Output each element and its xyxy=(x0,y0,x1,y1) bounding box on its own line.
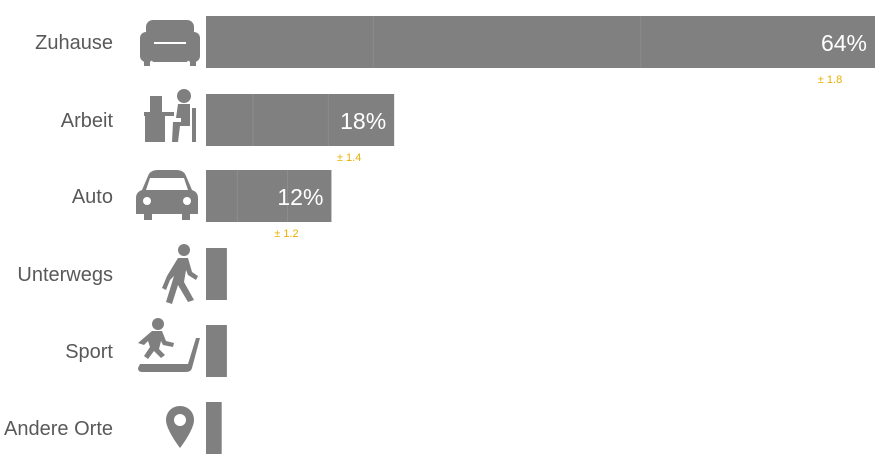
map-pin-icon xyxy=(166,406,194,448)
error-label-zuhause: ± 1.8 xyxy=(818,74,842,86)
value-label-arbeit: 18% xyxy=(340,108,386,134)
car-icon xyxy=(136,170,198,220)
category-label-unterwegs: Unterwegs xyxy=(17,264,113,286)
category-label-andere-orte: Andere Orte xyxy=(4,418,113,440)
error-label-arbeit: ± 1.4 xyxy=(337,152,361,164)
error-label-auto: ± 1.2 xyxy=(274,228,298,240)
walking-person-icon xyxy=(162,244,198,304)
value-label-zuhause: 64% xyxy=(821,30,867,56)
value-labels: 64% 18% 12% xyxy=(277,30,867,210)
category-label-zuhause: Zuhause xyxy=(35,32,113,54)
bars xyxy=(206,16,875,454)
desk-worker-icon xyxy=(144,89,196,142)
category-labels: Zuhause Arbeit Auto Unterwegs Sport Andere Or… xyxy=(4,32,113,440)
sofa-icon xyxy=(140,20,200,66)
category-label-arbeit: Arbeit xyxy=(61,110,114,132)
error-labels: ± 1.8 ± 1.4 ± 1.2 xyxy=(274,74,842,240)
value-label-auto: 12% xyxy=(277,184,323,210)
category-label-auto: Auto xyxy=(72,186,113,208)
category-icons xyxy=(136,20,200,448)
treadmill-icon xyxy=(138,318,200,372)
bar-auto xyxy=(206,170,332,222)
bar-sport xyxy=(206,325,227,377)
bar-andere-orte xyxy=(206,402,222,454)
category-label-sport: Sport xyxy=(65,341,113,363)
bar-unterwegs xyxy=(206,248,227,300)
bar-arbeit xyxy=(206,94,395,146)
bar-zuhause xyxy=(206,16,875,68)
